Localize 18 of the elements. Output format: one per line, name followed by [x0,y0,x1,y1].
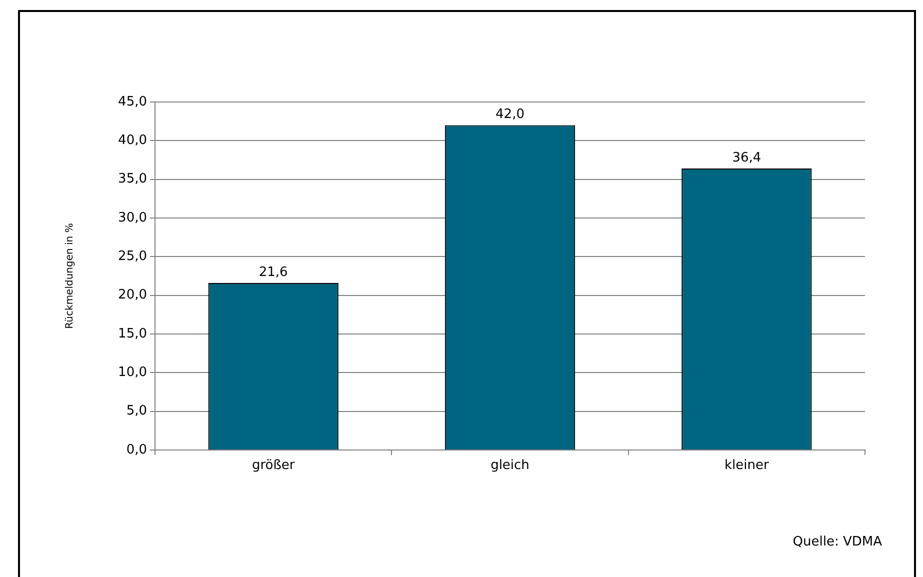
data-label: 42,0 [496,107,524,122]
x-tick-label: gleich [490,458,530,474]
data-label: 36,4 [732,150,762,166]
x-tick-label: größer [252,458,296,474]
data-label: 21,6 [258,264,288,280]
y-tick-label: 45,0 [118,94,147,110]
y-tick-label: 20,0 [118,288,147,303]
y-tick-label: 15,0 [118,326,147,342]
y-tick-label: 5,0 [126,404,147,419]
y-tick-label: 10,0 [118,365,147,380]
y-tick-label: 30,0 [118,210,147,226]
y-tick-label: 0,0 [126,442,147,458]
y-tick-label: 25,0 [118,249,147,264]
x-tick-label: kleiner [724,458,770,474]
source-note: Quelle: VDMA [792,534,882,550]
y-tick-label: 40,0 [118,133,147,148]
y-tick-label: 35,0 [118,172,147,187]
y-axis-title: Rückmeldungen in % [64,223,76,329]
